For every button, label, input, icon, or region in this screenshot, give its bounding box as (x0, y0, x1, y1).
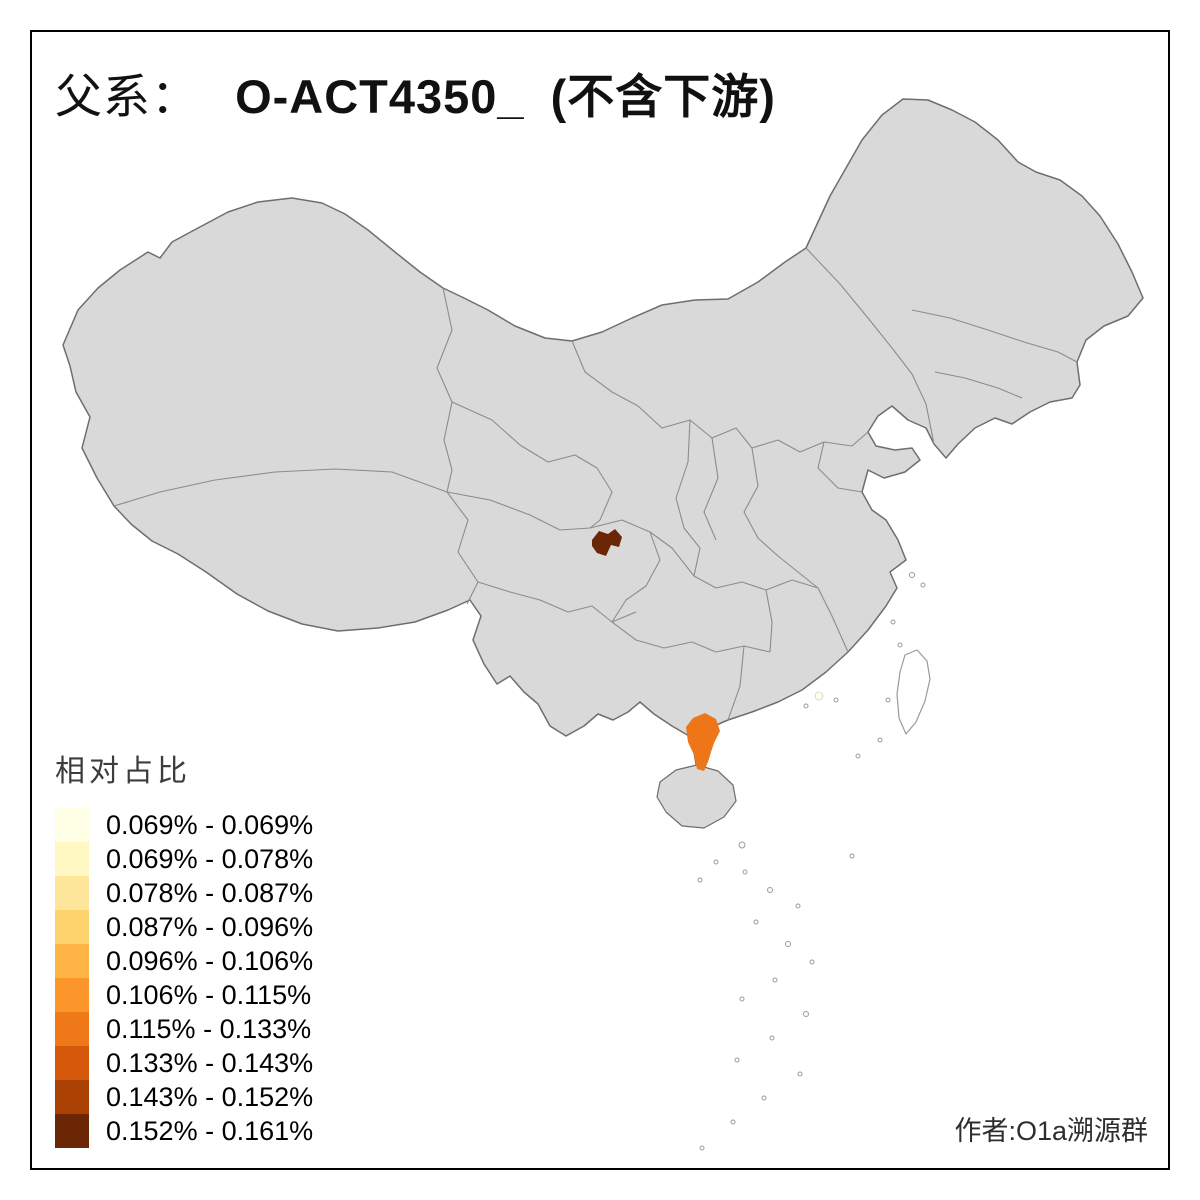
sea-islands (697, 572, 926, 1151)
legend-row: 0.106% - 0.115% (55, 978, 313, 1012)
legend-label: 0.106% - 0.115% (106, 979, 312, 1010)
legend-swatch (55, 910, 89, 944)
legend-label: 0.133% - 0.143% (106, 1047, 314, 1078)
legend-label: 0.096% - 0.106% (106, 945, 314, 976)
highlight-region-sichuan (592, 529, 622, 556)
legend-row: 0.143% - 0.152% (55, 1080, 313, 1114)
legend-row: 0.069% - 0.069% (55, 808, 313, 842)
taiwan-island (896, 649, 931, 735)
legend: 相对占比 0.069% - 0.069% 0.069% - 0.078% 0.078… (55, 746, 313, 1148)
legend-swatch (55, 1080, 89, 1114)
title-suffix: (不含下游) (550, 70, 776, 123)
legend-row: 0.087% - 0.096% (55, 910, 313, 944)
highlight-region-leizhou (686, 713, 720, 771)
legend-swatch (55, 842, 89, 876)
title-haplogroup-code: O-ACT4350_ (235, 70, 525, 123)
hainan-island (656, 764, 737, 829)
province-borders (113, 247, 1078, 721)
legend-entries: 0.069% - 0.069% 0.069% - 0.078% 0.078% - 0… (55, 808, 313, 1148)
title-prefix: 父系： (55, 72, 199, 124)
author-credit: 作者:O1a溯源群 (954, 1116, 1148, 1146)
legend-label: 0.069% - 0.069% (106, 809, 314, 840)
legend-row: 0.133% - 0.143% (55, 1046, 313, 1080)
legend-row: 0.096% - 0.106% (55, 944, 313, 978)
highlight-region-pearl-delta (814, 691, 824, 701)
legend-row: 0.152% - 0.161% (55, 1114, 313, 1148)
legend-swatch (55, 876, 89, 910)
legend-row: 0.115% - 0.133% (55, 1012, 313, 1046)
legend-label: 0.069% - 0.078% (106, 843, 314, 874)
legend-title: 相对占比 (55, 755, 191, 788)
legend-label: 0.143% - 0.152% (106, 1081, 314, 1112)
mainland-china (62, 98, 1144, 773)
legend-swatch (55, 1046, 89, 1080)
legend-row: 0.069% - 0.078% (55, 842, 313, 876)
legend-swatch (55, 1012, 89, 1046)
legend-label: 0.087% - 0.096% (106, 911, 314, 942)
legend-label: 0.152% - 0.161% (106, 1115, 314, 1146)
legend-swatch (55, 944, 89, 978)
map-title: 父系： O-ACT4350_ (不含下游) (55, 58, 776, 127)
legend-swatch (55, 1114, 89, 1148)
legend-label: 0.115% - 0.133% (106, 1013, 312, 1044)
legend-row: 0.078% - 0.087% (55, 876, 313, 910)
legend-label: 0.078% - 0.087% (106, 877, 314, 908)
legend-swatch (55, 978, 89, 1012)
legend-swatch (55, 808, 89, 842)
